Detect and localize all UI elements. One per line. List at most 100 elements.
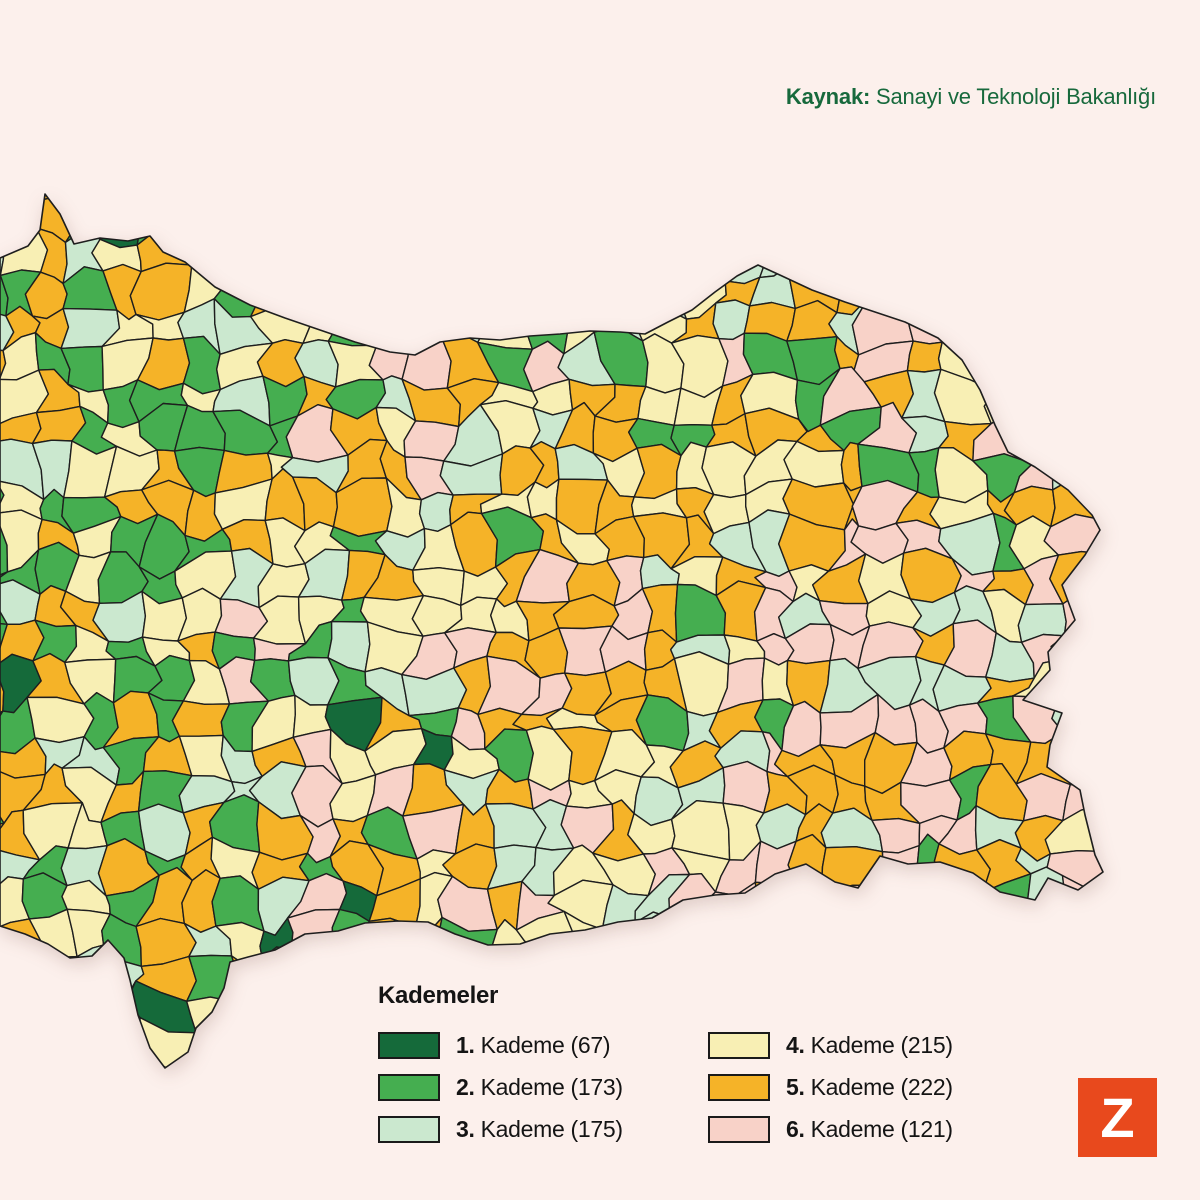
district-cell [174,1054,237,1068]
district-cell [68,1023,110,1068]
district-cell [632,225,689,279]
district-cell [519,194,564,212]
district-cell [233,1019,275,1068]
district-cell [399,273,459,324]
district-cell [1136,174,1173,209]
district-cell [1091,298,1103,346]
district-cell [590,194,649,242]
district-cell [1018,296,1077,353]
district-cell [376,310,410,346]
district-cell [588,232,651,276]
district-cell [912,228,963,282]
kademe-6-label: 6. Kademe (121) [786,1116,953,1142]
district-cell [1105,804,1144,852]
district-cell [1131,368,1187,414]
district-cell [1128,774,1182,818]
district-cell [0,954,55,999]
district-cell [824,194,879,209]
district-cell [1136,578,1185,639]
district-cell [557,200,606,242]
district-cell [269,1022,313,1067]
district-cell [1127,477,1188,534]
district-cell [1020,223,1066,265]
source-text: Sanayi ve Teknoloji Bakanlığı [870,84,1156,109]
district-cell [262,986,311,1031]
district-cell [714,915,767,963]
district-cell [983,376,1027,425]
district-cell [0,194,39,204]
district-cell [667,194,725,240]
district-cell [266,1059,307,1068]
district-cell [1126,994,1172,1034]
district-cell [1128,239,1185,283]
kademe-3-label: 3. Kademe (175) [456,1116,623,1142]
district-cell [1089,1018,1103,1068]
district-cell [0,194,2,202]
district-cell [137,1059,189,1068]
district-cell [1050,228,1103,274]
district-cell [835,259,870,316]
district-cell [944,226,993,282]
district-cell [704,194,761,210]
district-cell [187,1027,244,1061]
source-attribution: Kaynak: Sanayi ve Teknoloji Bakanlığı [786,84,1156,110]
district-cell [1136,408,1188,467]
kademe-4-label: 4. Kademe (215) [786,1032,953,1058]
district-cell [679,225,726,282]
district-cell [256,206,311,246]
district-cell [1085,964,1103,995]
district-cell [906,270,958,316]
district-cell [774,231,842,268]
district-cell [906,340,943,373]
district-cell [1020,194,1060,231]
kademe-2-swatch [378,1074,440,1101]
district-cell [817,196,876,238]
district-cell [436,195,494,246]
district-cell [406,194,450,242]
district-cell [897,872,942,924]
district-cell [972,194,1033,202]
district-cell [302,262,338,320]
district-cell [477,302,534,350]
district-cell [25,983,77,1033]
district-cell [74,1063,110,1068]
district-cell [1028,1031,1073,1068]
district-cell [1144,710,1178,746]
district-cell [1137,455,1179,497]
district-cell [555,194,606,210]
kademe-6-swatch [708,1116,770,1143]
district-cell [1064,298,1095,345]
district-cell [933,368,996,426]
kademe-3-swatch [378,1116,440,1143]
district-cell [1092,877,1103,928]
district-cell [898,908,951,967]
district-cell [1018,981,1066,1036]
kademe-4-swatch [708,1032,770,1059]
district-cell [948,1056,979,1068]
district-cell [837,918,876,955]
district-cell [635,270,689,320]
district-cell [595,194,654,202]
district-cell [325,194,378,211]
district-cell [522,203,575,242]
district-cell [298,194,334,212]
district-cell [230,955,264,1005]
district-cell [60,194,119,213]
district-cell [1087,979,1103,1025]
legend-title: Kademeler [378,982,499,1009]
district-cell [1132,728,1182,780]
district-cell [1126,263,1191,318]
district-cell [792,923,844,953]
district-cell [1135,304,1186,345]
district-cell [861,227,926,287]
district-cell [900,194,957,209]
district-cell [1093,238,1103,274]
district-cell [820,846,884,892]
district-cell [647,194,677,199]
district-cell [657,915,719,963]
kademe-5-label: 5. Kademe (222) [786,1074,953,1100]
district-cell [1024,403,1064,469]
district-cell [1095,404,1103,462]
district-cell [864,202,914,237]
